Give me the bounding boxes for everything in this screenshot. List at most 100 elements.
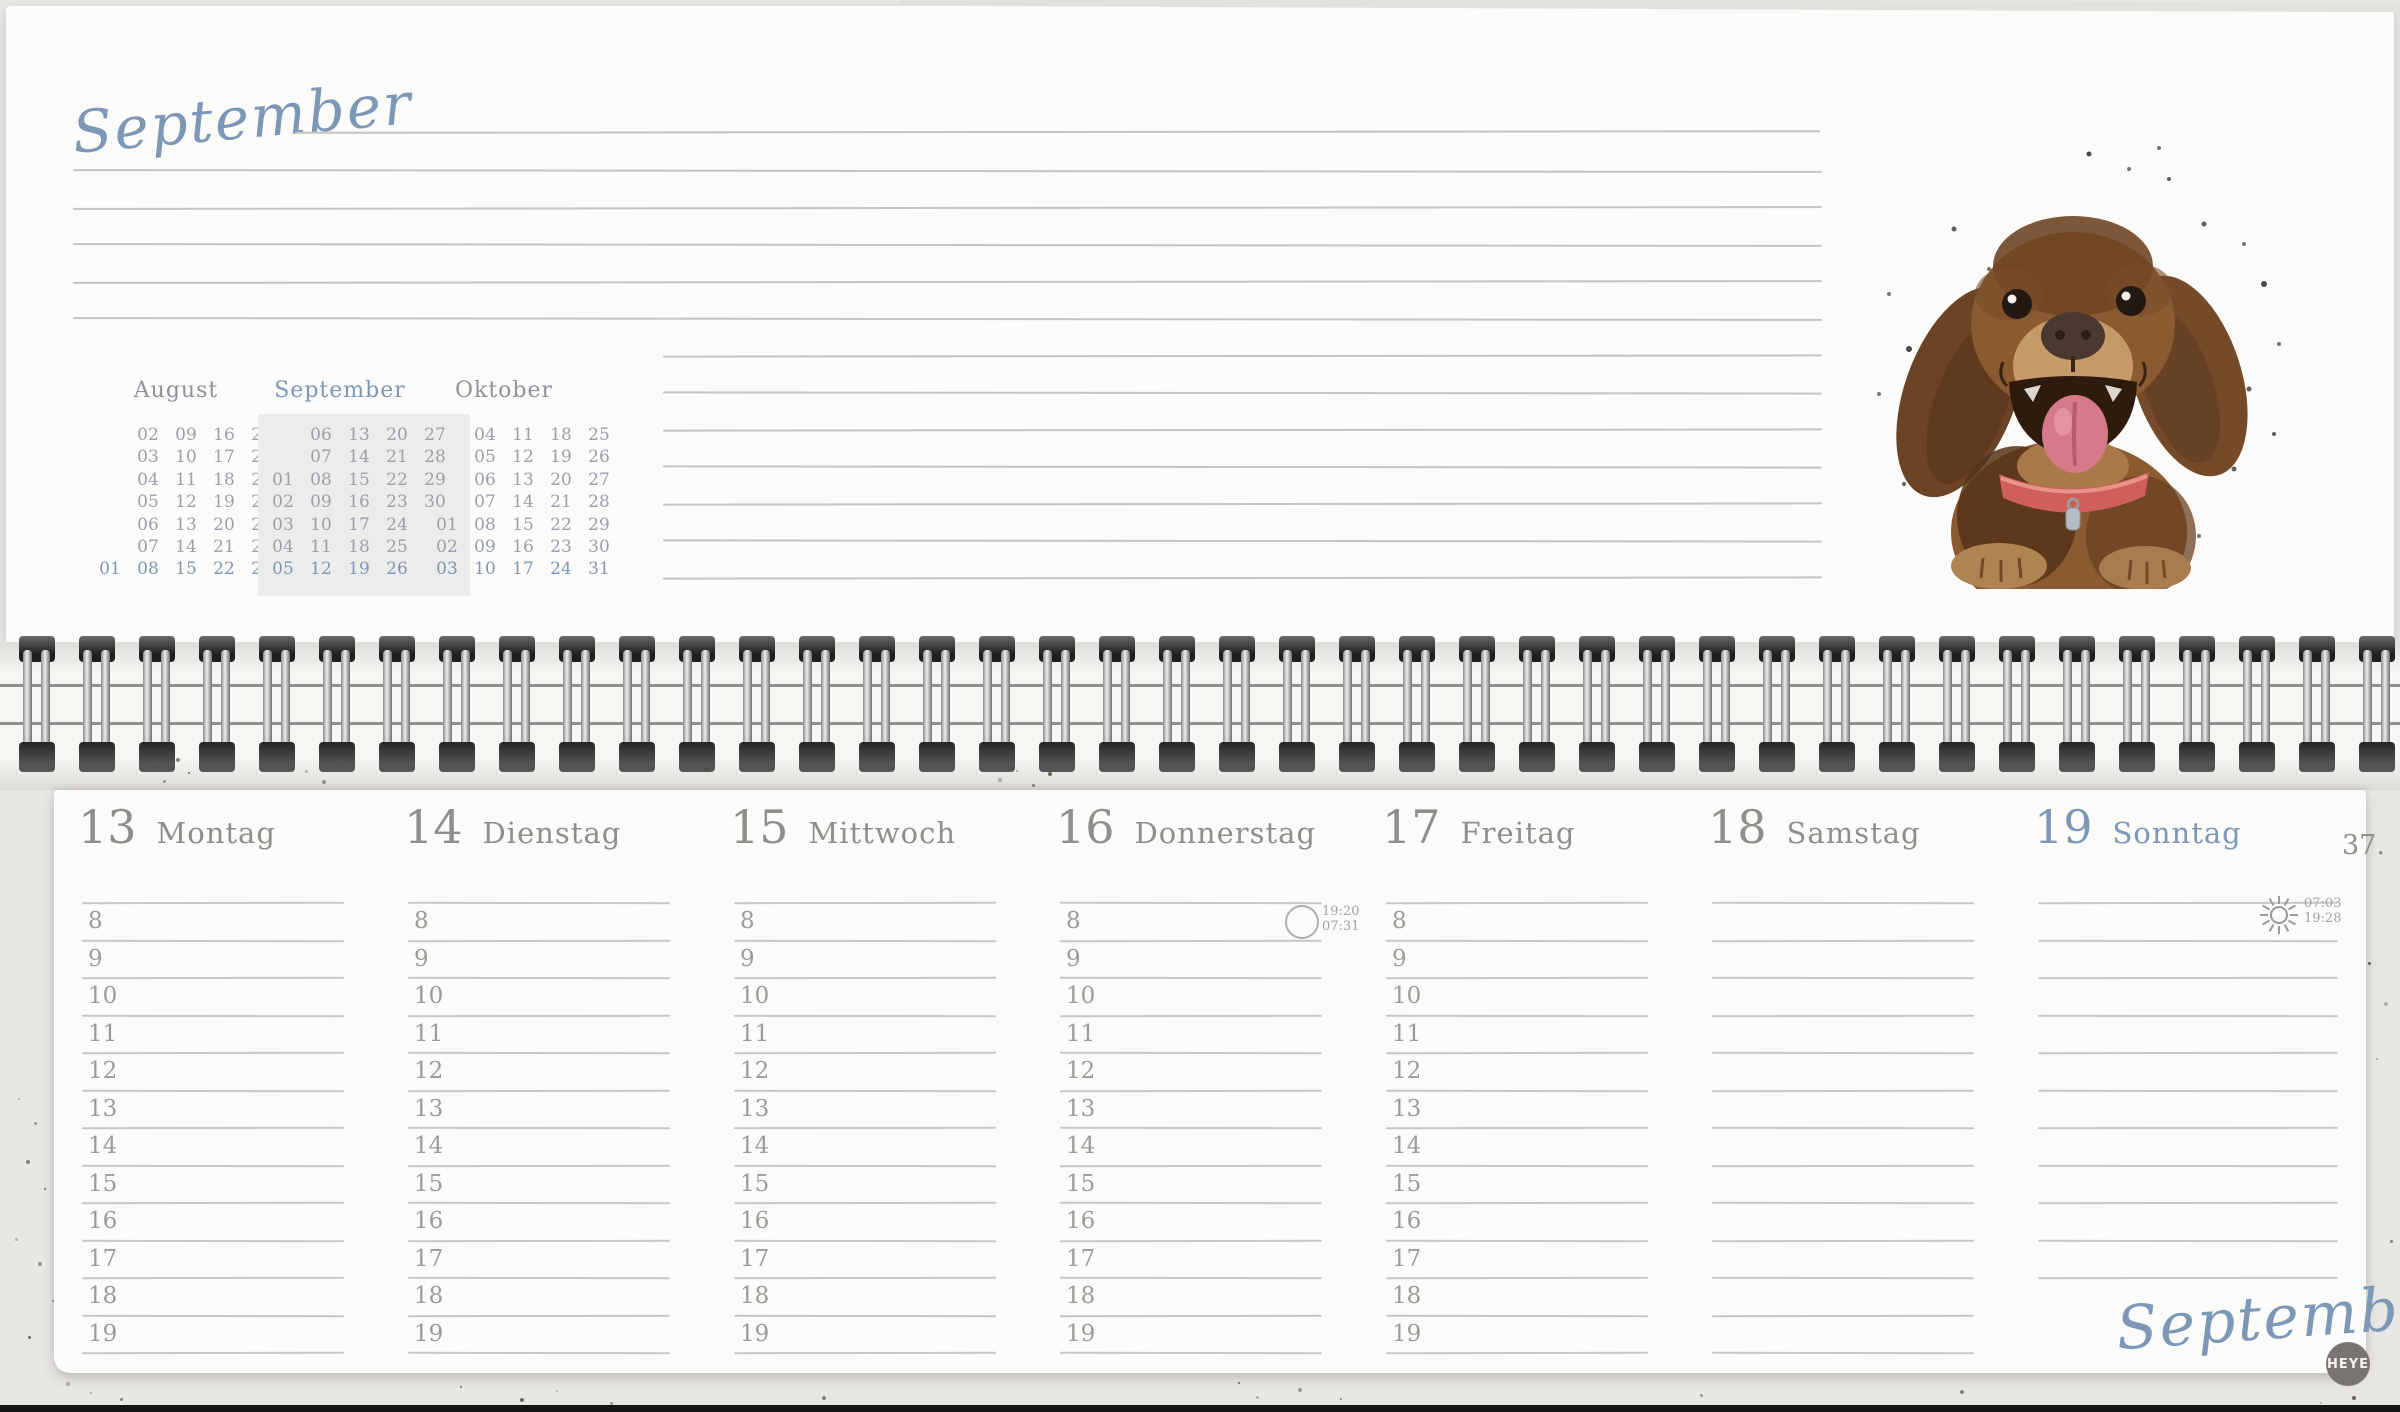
wire-left (323, 650, 332, 762)
mini-day-cell: 24 (386, 514, 408, 535)
hour-line (1059, 901, 1323, 905)
binding-loop (378, 636, 416, 778)
wire-right (2141, 650, 2150, 762)
punch-hole-bottom (1459, 742, 1495, 772)
hour-label: 13 (740, 1095, 770, 1122)
day-header: 18 Samstag (1708, 804, 1921, 850)
wire-left (1763, 650, 1772, 762)
speckle-dot (18, 1098, 20, 1100)
hour-label: 14 (414, 1133, 444, 1159)
wire-left (1883, 650, 1892, 762)
speckle-dot (2352, 1396, 2356, 1400)
binding-loop (858, 636, 896, 778)
hour-label: 19 (740, 1320, 770, 1347)
hour-line (1385, 1164, 1649, 1167)
wire-left (503, 650, 512, 762)
binding-loop (1338, 636, 1376, 778)
mini-day-cell: 06 (310, 425, 332, 445)
mini-day-cell: 10 (474, 559, 496, 580)
speckle-dot (305, 770, 308, 773)
hour-line (1711, 1314, 1975, 1317)
binding-loop (1518, 636, 1556, 778)
binding-loop (978, 636, 1016, 778)
speckle-dot (90, 1392, 92, 1394)
wire-left (563, 650, 572, 762)
punch-hole-bottom (1699, 742, 1735, 772)
binding-loop (1038, 636, 1076, 778)
hour-line (407, 976, 671, 980)
speckle-dot (705, 768, 708, 771)
hour-line (1711, 1126, 1975, 1130)
binding-loop (678, 636, 716, 778)
wire-left (2003, 650, 2012, 762)
hour-label: 13 (414, 1095, 444, 1122)
binding-loop (78, 636, 116, 778)
mini-day-cell: 13 (348, 425, 370, 445)
binding-loop (2298, 636, 2336, 778)
wire-left (383, 650, 392, 762)
hour-line (1711, 1089, 1975, 1092)
mini-day-cell: 17 (213, 447, 235, 468)
mini-day-cell: 24 (550, 559, 572, 580)
wire-left (2183, 650, 2192, 762)
hour-line (1711, 1239, 1975, 1242)
dachshund-illustration (1877, 146, 2281, 589)
hour-label: 11 (414, 1020, 444, 1047)
hour-label: 13 (88, 1095, 118, 1122)
hour-line (1059, 1089, 1323, 1092)
hour-line (1385, 1126, 1649, 1130)
hour-line (1385, 1314, 1649, 1317)
wire-left (1463, 650, 1472, 762)
hour-line (1059, 1126, 1323, 1130)
wire-left (1043, 650, 1052, 762)
mini-day-cell: 07 (137, 537, 159, 557)
wire-loops (0, 0, 2400, 772)
binding-loop (1698, 636, 1736, 778)
hour-line (407, 1351, 671, 1355)
punch-hole-bottom (319, 742, 355, 772)
binding-loop (618, 636, 656, 778)
mini-day-cell: 02 (272, 492, 294, 513)
hour-line (2037, 1126, 2339, 1130)
hour-line (733, 1126, 997, 1130)
punch-hole-bottom (1279, 742, 1315, 772)
binding-loop (1398, 636, 1436, 778)
binding-loop (438, 636, 476, 778)
wire-right (1481, 650, 1490, 762)
hour-label: 17 (88, 1245, 118, 1272)
hour-label: 14 (1066, 1133, 1096, 1159)
day-name: Freitag (1460, 816, 1576, 850)
binding-loop (1938, 636, 1976, 778)
wire-right (281, 650, 290, 762)
mini-day-cell: 20 (386, 425, 408, 445)
punch-hole-bottom (19, 742, 55, 772)
binding-loop (498, 636, 536, 778)
hour-line (81, 1201, 345, 1205)
hour-label: 17 (1066, 1245, 1096, 1272)
hour-line (81, 1239, 345, 1242)
day-number: 13 (78, 800, 137, 854)
speckle-dot (120, 1398, 123, 1401)
day-name: Montag (156, 816, 276, 850)
speckle-dot (52, 1300, 54, 1302)
mini-day-cell: 12 (175, 492, 197, 513)
hour-label: 8 (1392, 908, 1407, 934)
hour-line (1711, 1014, 1975, 1017)
hour-line (1711, 901, 1975, 905)
day-name: Samstag (1786, 816, 1921, 850)
hour-label: 15 (414, 1170, 444, 1197)
binding-loop (2358, 636, 2396, 778)
wire-left (83, 650, 92, 762)
mini-day-cell: 22 (550, 514, 572, 535)
speckle-dot (610, 1402, 613, 1405)
mini-day-cell: 27 (588, 469, 610, 490)
mini-month-name: August (133, 378, 219, 403)
hour-line (1059, 1239, 1323, 1242)
wire-right (221, 650, 230, 762)
punch-hole-bottom (439, 742, 475, 772)
sun-times: 07:03 19:28 (2304, 896, 2341, 926)
wire-right (2261, 650, 2270, 762)
binding-loop (1758, 636, 1796, 778)
binding-loop (1818, 636, 1856, 778)
wire-right (341, 650, 350, 762)
